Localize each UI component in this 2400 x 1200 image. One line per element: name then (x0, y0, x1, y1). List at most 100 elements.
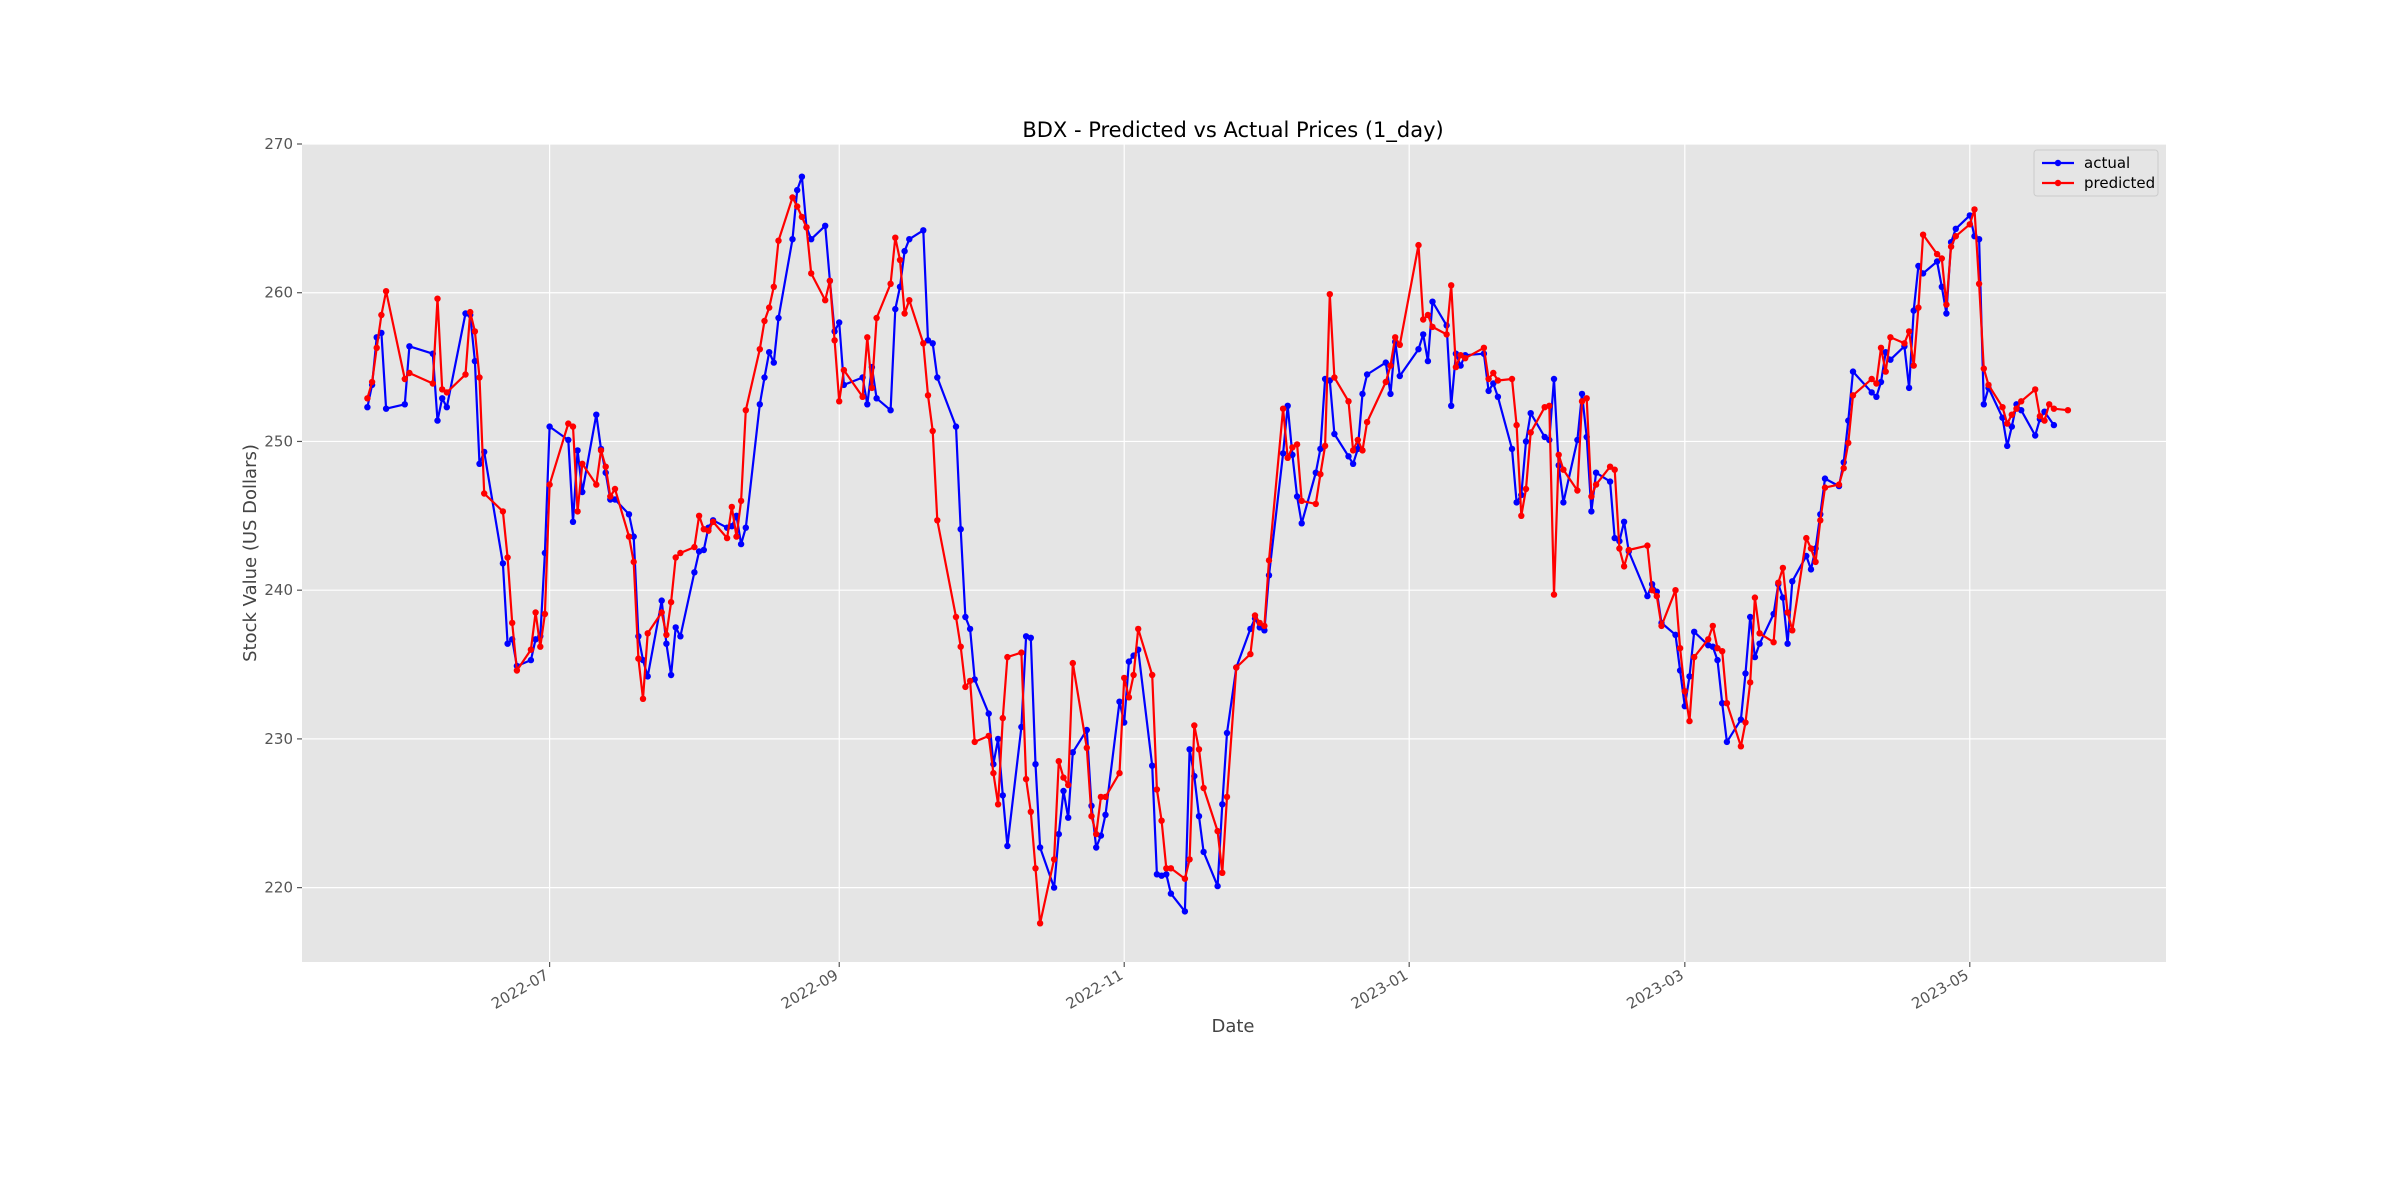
actual-point (546, 423, 553, 430)
actual-point (742, 524, 749, 531)
predicted-point (2004, 420, 2011, 427)
actual-point (1742, 670, 1749, 677)
predicted-point (1910, 362, 1917, 369)
predicted-point (1354, 436, 1362, 444)
predicted-point (1452, 363, 1460, 371)
predicted-point (775, 237, 782, 244)
actual-point (1527, 410, 1534, 417)
actual-point (1261, 627, 1268, 634)
actual-point (737, 540, 745, 548)
actual-point (1382, 359, 1390, 366)
predicted-point (597, 447, 605, 454)
predicted-point (1550, 591, 1558, 598)
actual-point (999, 792, 1006, 799)
predicted-point (1966, 221, 1974, 228)
predicted-point (1443, 331, 1450, 338)
actual-point (1821, 475, 1829, 482)
actual-point (574, 447, 581, 454)
predicted-point (1279, 405, 1287, 412)
actual-point (569, 518, 577, 525)
actual-point (836, 319, 843, 326)
actual-point (1513, 499, 1520, 506)
predicted-point (635, 655, 642, 662)
actual-point (1060, 787, 1067, 795)
predicted-point (1153, 786, 1161, 793)
predicted-point (1849, 392, 1857, 399)
predicted-point (1214, 827, 1221, 835)
actual-point (382, 405, 390, 412)
predicted-point (971, 738, 978, 746)
actual-point (1490, 380, 1497, 387)
actual-point (1943, 310, 1950, 317)
actual-point (1331, 430, 1338, 438)
predicted-point (1083, 744, 1091, 751)
predicted-point (1382, 378, 1390, 386)
legend-marker-actual (2054, 159, 2062, 167)
predicted-point (1116, 769, 1123, 777)
actual-point (565, 436, 572, 444)
actual-point (1578, 390, 1586, 398)
predicted-point (1915, 304, 1922, 311)
predicted-point (808, 270, 815, 277)
predicted-point (868, 384, 876, 392)
actual-point (1293, 493, 1301, 500)
actual-point (439, 395, 446, 402)
predicted-point (864, 334, 871, 341)
actual-point (985, 710, 992, 717)
predicted-point (1069, 659, 1077, 667)
actual-point (822, 222, 829, 229)
predicted-point (695, 512, 703, 519)
predicted-point (2013, 405, 2020, 412)
predicted-point (532, 609, 539, 616)
actual-point (1747, 613, 1754, 621)
actual-point (798, 173, 806, 180)
predicted-point (1424, 311, 1432, 319)
predicted-point (1163, 865, 1170, 872)
predicted-point (1485, 375, 1492, 383)
actual-point (770, 359, 777, 366)
predicted-point (611, 485, 619, 493)
actual-point (667, 671, 675, 679)
actual-point (924, 337, 932, 344)
predicted-point (1392, 334, 1399, 341)
predicted-point (2032, 386, 2039, 393)
predicted-point (794, 203, 801, 210)
predicted-point (1905, 328, 1913, 335)
predicted-point (1457, 352, 1464, 359)
predicted-point (1817, 517, 1824, 524)
actual-point (1125, 658, 1133, 665)
predicted-point (737, 497, 745, 505)
predicted-point (1938, 255, 1946, 262)
predicted-point (1868, 375, 1875, 383)
predicted-point (789, 194, 796, 201)
y-tick-label: 220 (264, 879, 293, 897)
actual-point (1560, 499, 1567, 506)
actual-point (1298, 520, 1305, 527)
predicted-point (1331, 374, 1338, 381)
predicted-point (378, 311, 385, 319)
predicted-point (1756, 630, 1763, 637)
predicted-point (1223, 793, 1231, 801)
predicted-point (401, 375, 408, 383)
predicted-point (1326, 291, 1334, 298)
actual-point (1004, 842, 1011, 850)
actual-point (1933, 258, 1941, 265)
predicted-point (1887, 334, 1894, 341)
actual-point (1672, 631, 1679, 638)
actual-point (1868, 389, 1875, 396)
y-axis-ticks: 220 230 240 250 260 270 (264, 135, 302, 897)
actual-point (1195, 813, 1203, 820)
actual-point (1485, 387, 1492, 395)
actual-point (1279, 450, 1287, 457)
predicted-point (1821, 484, 1829, 491)
predicted-point (1060, 774, 1067, 781)
actual-point (630, 533, 637, 540)
actual-point (1200, 848, 1207, 856)
actual-point (527, 656, 535, 664)
predicted-point (1784, 609, 1791, 616)
predicted-point (1298, 497, 1305, 505)
predicted-point (1583, 395, 1590, 402)
actual-point (794, 186, 801, 194)
predicted-point (1882, 368, 1889, 375)
predicted-point (1097, 793, 1105, 801)
